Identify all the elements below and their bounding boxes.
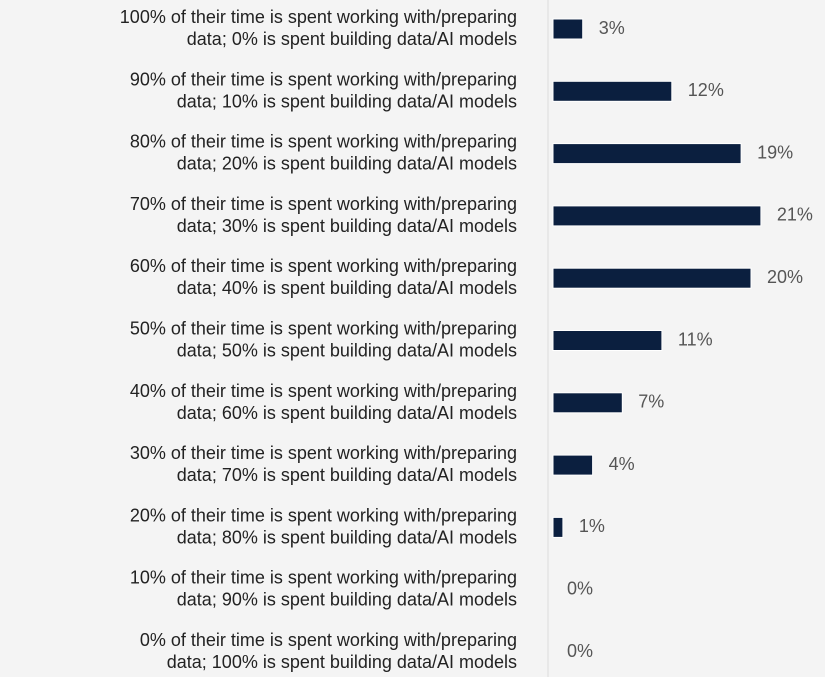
category-label: 80% of their time is spent working with/… <box>130 131 517 173</box>
value-label: 7% <box>638 392 664 412</box>
bar <box>552 392 623 414</box>
value-label: 0% <box>567 641 593 661</box>
category-label: 50% of their time is spent working with/… <box>130 318 517 360</box>
category-label: 90% of their time is spent working with/… <box>130 69 517 111</box>
bar <box>552 516 564 538</box>
category-label: 100% of their time is spent working with… <box>120 7 517 49</box>
category-label: 30% of their time is spent working with/… <box>130 443 517 485</box>
value-label: 19% <box>757 142 793 162</box>
bar <box>552 330 663 351</box>
value-label: 11% <box>678 329 713 349</box>
value-label: 1% <box>579 516 605 536</box>
category-label: 60% of their time is spent working with/… <box>130 256 517 298</box>
value-label: 20% <box>767 267 803 287</box>
value-label: 21% <box>777 205 813 225</box>
category-label: 20% of their time is spent working with/… <box>130 505 517 547</box>
category-label: 10% of their time is spent working with/… <box>130 567 517 609</box>
bar <box>552 143 742 165</box>
value-label: 12% <box>688 80 724 100</box>
value-label: 4% <box>609 454 635 474</box>
bar <box>552 267 752 289</box>
category-label: 70% of their time is spent working with/… <box>130 194 517 236</box>
bar <box>552 205 762 227</box>
bar <box>552 80 673 102</box>
bar <box>552 454 594 476</box>
category-label: 0% of their time is spent working with/p… <box>140 630 517 672</box>
category-label: 40% of their time is spent working with/… <box>130 381 517 423</box>
value-label: 0% <box>567 578 593 598</box>
value-label: 3% <box>599 18 625 38</box>
bar <box>552 18 584 40</box>
